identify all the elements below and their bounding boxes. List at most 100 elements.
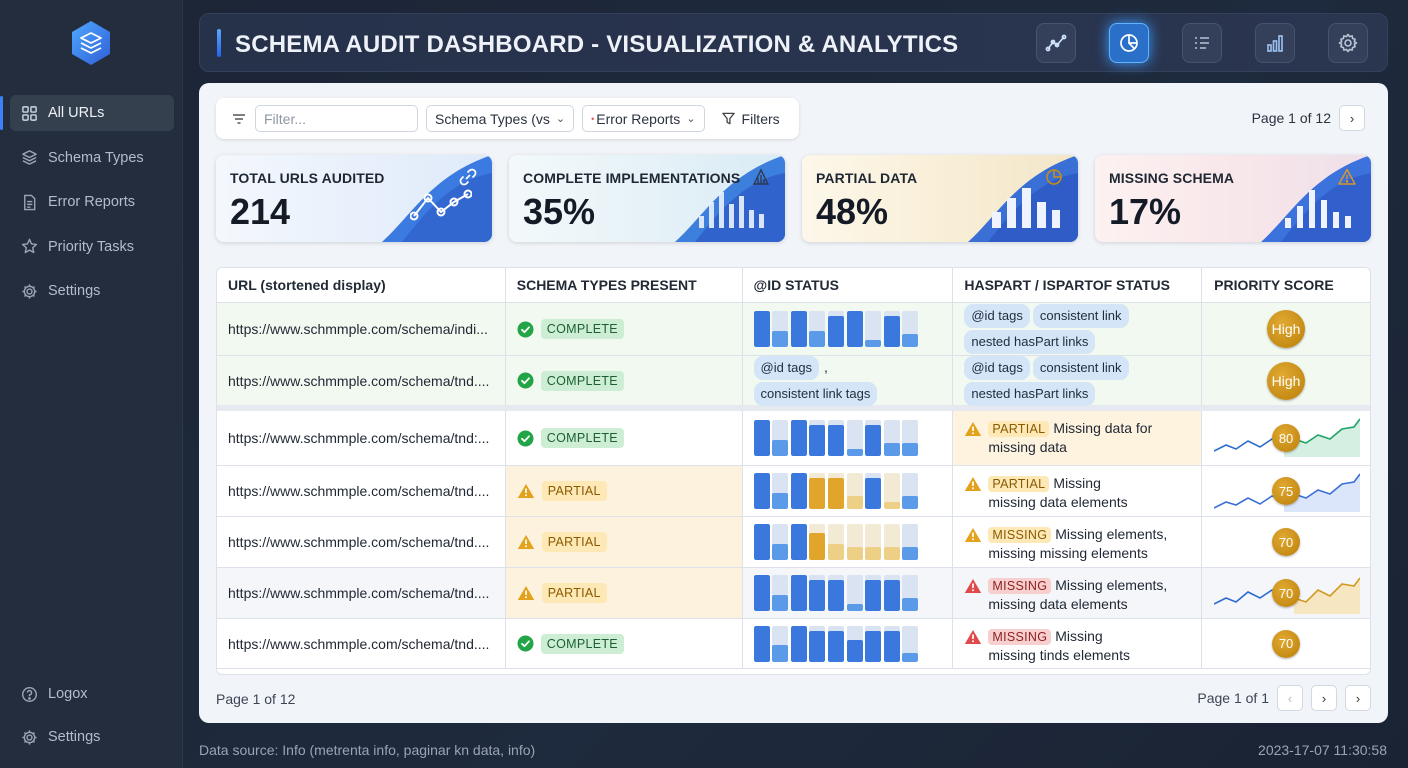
column-header-haspart-status[interactable]: HASPART / ISPARTOF STATUS	[953, 268, 1203, 302]
column-header-id-status[interactable]: @ID STATUS	[743, 268, 954, 302]
id-status-bar	[883, 311, 900, 347]
table-row[interactable]: https://www.schmmple.com/schema/tnd:... C…	[217, 411, 1370, 466]
id-status-bar	[902, 625, 919, 662]
trend-sparkline	[1214, 577, 1361, 614]
column-header-url[interactable]: URL (stortened display)	[217, 268, 506, 302]
error-reports-dropdown[interactable]: • Error Reports ⌄	[582, 105, 705, 132]
id-status-bar	[865, 420, 882, 456]
sidebar-item-logox[interactable]: Logox	[10, 676, 174, 712]
id-status-bar-fill	[809, 330, 826, 347]
table-row[interactable]: https://www.schmmple.com/schema/indi... C…	[217, 303, 1370, 356]
id-status-bar-fill	[772, 330, 789, 347]
url-cell[interactable]: https://www.schmmple.com/schema/tnd....	[217, 517, 506, 567]
url-cell[interactable]: https://www.schmmple.com/schema/tnd....	[217, 466, 506, 516]
id-status-bar	[772, 524, 789, 560]
id-status-bar-fill	[772, 594, 789, 611]
id-status-bar	[846, 311, 863, 347]
id-status-bar	[790, 473, 807, 509]
url-text: https://www.schmmple.com/schema/tnd....	[228, 372, 490, 389]
sidebar-item-error-reports[interactable]: Error Reports	[10, 184, 174, 220]
kpi-cards: TOTAL URLS AUDITED 214 COMPLETE IMPLEMEN…	[216, 155, 1371, 242]
id-status-bar	[809, 575, 826, 611]
url-cell[interactable]: https://www.schmmple.com/schema/tnd....	[217, 619, 506, 668]
header-bar: SCHEMA AUDIT DASHBOARD - VISUALIZATION &…	[199, 13, 1388, 72]
next-page-button[interactable]: ›	[1311, 685, 1337, 711]
bar-chart-decoration	[1285, 190, 1351, 228]
id-status-bar-fill	[883, 443, 900, 456]
table-row[interactable]: https://www.schmmple.com/schema/tnd.... C…	[217, 619, 1370, 669]
id-status-bar-fill	[790, 420, 807, 456]
table-row[interactable]: https://www.schmmple.com/schema/tnd.... P…	[217, 517, 1370, 568]
url-cell[interactable]: https://www.schmmple.com/schema/indi...	[217, 303, 506, 355]
bar-chart-button[interactable]	[1255, 23, 1295, 63]
prev-page-button[interactable]: ‹	[1277, 685, 1303, 711]
priority-score-cell: 75	[1202, 466, 1370, 516]
id-status-bar	[846, 625, 863, 662]
warning-icon	[965, 630, 982, 644]
id-status-bar	[809, 473, 826, 509]
table-row[interactable]: https://www.schmmple.com/schema/tnd.... C…	[217, 355, 1370, 411]
document-icon	[24, 194, 36, 210]
haspart-tag: MISSING	[988, 629, 1052, 645]
page-indicator: Page 1 of 12	[1251, 110, 1331, 126]
last-page-button[interactable]: ›	[1345, 685, 1371, 711]
gear-icon	[22, 729, 37, 745]
sidebar-item-label: Schema Types	[48, 149, 144, 166]
sidebar-item-label: All URLs	[48, 105, 105, 121]
column-header-schema-types[interactable]: SCHEMA TYPES PRESENT	[506, 268, 743, 302]
haspart-tag: MISSING	[988, 527, 1052, 543]
chevron-right-icon: ›	[1355, 690, 1361, 706]
url-cell[interactable]: https://www.schmmple.com/schema/tnd....	[217, 356, 506, 405]
id-status-bar-fill	[902, 547, 919, 560]
filters-button[interactable]: Filters	[721, 111, 780, 127]
warning-icon	[965, 477, 982, 491]
warning-icon	[1338, 168, 1356, 185]
triangle-chart-icon	[752, 168, 770, 185]
sidebar-item-settings[interactable]: Settings	[10, 273, 174, 309]
filter-input[interactable]	[255, 105, 418, 132]
priority-score-badge: 75	[1272, 477, 1301, 505]
id-status-bar-fill	[865, 478, 882, 509]
url-text: https://www.schmmple.com/schema/tnd....	[228, 483, 490, 499]
id-status-bar	[902, 524, 919, 560]
schema-types-dropdown[interactable]: Schema Types (vs ⌄	[426, 105, 575, 132]
url-cell[interactable]: https://www.schmmple.com/schema/tnd:...	[217, 411, 506, 465]
next-page-button[interactable]: ›	[1339, 105, 1365, 131]
id-status-bar-fill	[809, 630, 826, 662]
status-badge: COMPLETE	[540, 319, 624, 339]
page-indicator-right: Page 1 of 1	[1197, 690, 1269, 706]
line-chart-button[interactable]	[1036, 23, 1076, 63]
id-status-bar-fill	[809, 425, 826, 456]
haspart-pill-group: @id tags consistent link nested hasPart li…	[964, 303, 1131, 355]
haspart-message: MISSING Missing missing tinds elements	[988, 627, 1130, 664]
url-cell[interactable]: https://www.schmmple.com/schema/tnd....	[217, 568, 506, 618]
id-status-bar	[846, 575, 863, 611]
help-icon	[21, 686, 38, 702]
error-reports-dropdown-label: Error Reports	[596, 110, 681, 127]
priority-score-badge: High	[1267, 310, 1306, 348]
id-status-bar	[902, 420, 919, 456]
haspart-tag: PARTIAL	[988, 421, 1050, 437]
haspart-message-line: missing data elements	[988, 494, 1128, 510]
timestamp: 2023-17-07 11:30:58	[1258, 742, 1387, 758]
column-header-priority-score[interactable]: PRIORITY SCORE	[1214, 277, 1334, 293]
list-view-button[interactable]	[1182, 23, 1222, 63]
id-status-bar	[753, 473, 770, 509]
check-circle-icon	[517, 430, 534, 446]
settings-button[interactable]	[1328, 23, 1368, 63]
sidebar-item-settings-bottom[interactable]: Settings	[10, 719, 174, 755]
id-status-bar-fill	[865, 630, 882, 662]
star-icon	[21, 238, 38, 254]
id-status-bar	[827, 420, 844, 456]
pie-chart-icon	[1120, 34, 1138, 52]
id-status-cell	[743, 411, 954, 465]
sidebar-item-priority-tasks[interactable]: Priority Tasks	[10, 229, 174, 265]
pie-chart-button[interactable]	[1109, 23, 1149, 63]
sidebar-item-schema-types[interactable]: Schema Types	[10, 140, 174, 176]
id-status-cell	[743, 303, 954, 355]
card-missing-schema: MISSING SCHEMA 17%	[1095, 155, 1371, 242]
id-status-bar-fill	[865, 339, 882, 347]
table-row[interactable]: https://www.schmmple.com/schema/tnd.... P…	[217, 568, 1370, 619]
table-row[interactable]: https://www.schmmple.com/schema/tnd.... P…	[217, 466, 1370, 517]
sidebar-item-all-urls[interactable]: All URLs	[10, 95, 174, 131]
